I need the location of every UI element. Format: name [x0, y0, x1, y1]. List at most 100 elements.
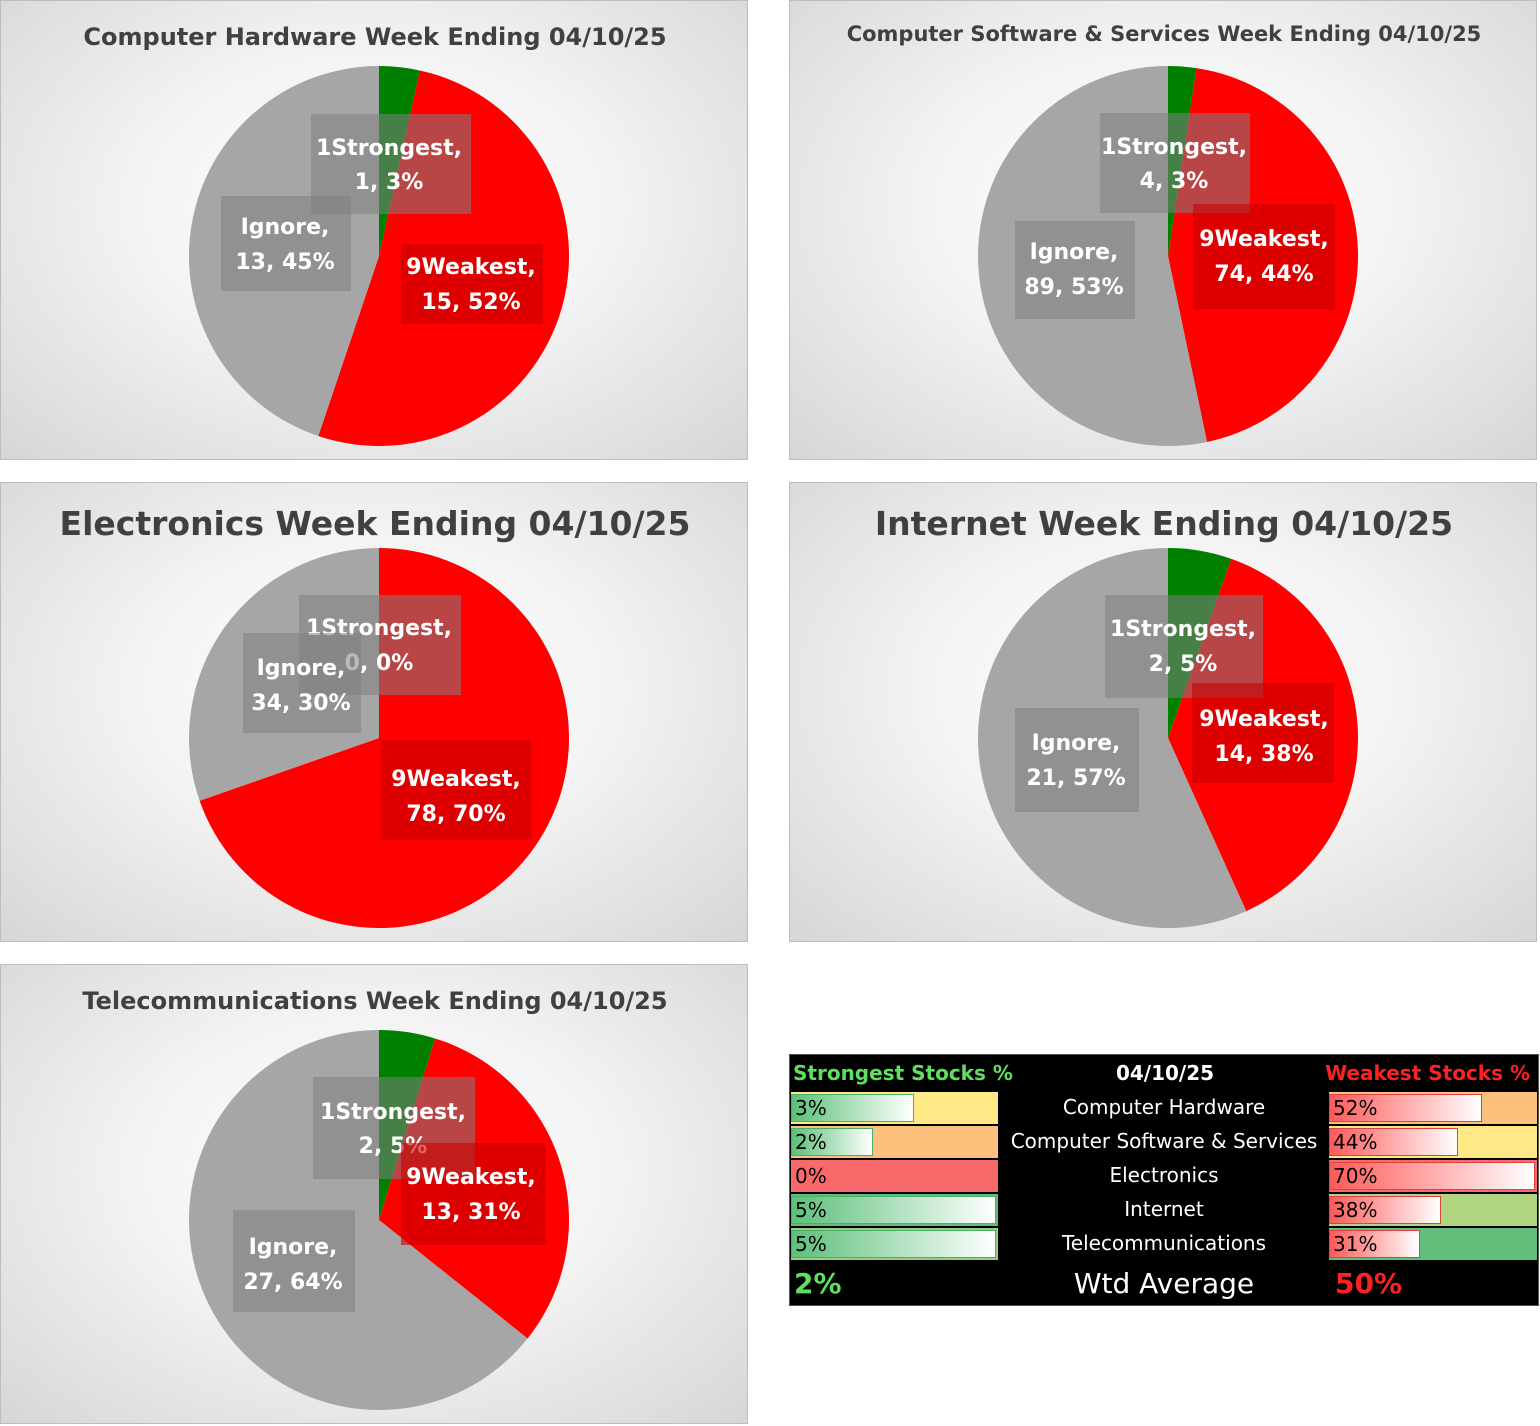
summary-average-row: 2% Wtd Average 50% — [790, 1265, 1538, 1305]
label-weakest-line1: 9Weakest, — [406, 255, 536, 280]
label-ignore-line2: 13, 45% — [235, 250, 334, 275]
weak-bar — [1329, 1094, 1482, 1122]
data-label-ignore: Ignore, 27, 64% — [233, 1210, 355, 1312]
label-strongest-line1: 1Strongest, — [316, 136, 462, 161]
strong-bar — [791, 1094, 914, 1122]
label-ignore-line1: Ignore, — [257, 656, 346, 681]
label-ignore-line1: Ignore, — [241, 215, 330, 240]
label-weakest-line1: 9Weakest, — [391, 767, 521, 792]
label-strongest-line2: 2, 5% — [1149, 652, 1218, 677]
strong-pct: 2% — [795, 1130, 827, 1154]
strong-pct: 5% — [795, 1232, 827, 1256]
label-weakest-line2: 13, 31% — [421, 1200, 520, 1225]
weak-cell: 44% — [1329, 1126, 1537, 1158]
weak-pct: 52% — [1333, 1096, 1378, 1120]
chart-panel-computer-software: Computer Software & Services Week Ending… — [789, 0, 1537, 460]
pie-chart-electronics: Electronics Week Ending 04/10/25 1Strong… — [60, 504, 691, 928]
chart-panel-computer-hardware: Computer Hardware Week Ending 04/10/25 1… — [0, 0, 748, 460]
summary-table: Strongest Stocks % 04/10/25 Weakest Stoc… — [789, 1054, 1539, 1306]
chart-title: Internet Week Ending 04/10/25 — [875, 504, 1453, 543]
avg-weak: 50% — [1335, 1267, 1403, 1300]
weak-pct: 44% — [1333, 1130, 1378, 1154]
weak-cell: 52% — [1329, 1092, 1537, 1124]
label-ignore-line2: 34, 30% — [251, 691, 350, 716]
strong-pct: 0% — [795, 1164, 827, 1188]
chart-title: Computer Software & Services Week Ending… — [847, 22, 1482, 46]
weak-bar — [1329, 1230, 1420, 1258]
label-ignore-line2: 89, 53% — [1024, 275, 1123, 300]
chart-title: Telecommunications Week Ending 04/10/25 — [82, 987, 667, 1015]
header-weakest: Weakest Stocks % — [1325, 1061, 1530, 1085]
weak-pct: 31% — [1333, 1232, 1378, 1256]
chart-title: Computer Hardware Week Ending 04/10/25 — [83, 23, 666, 51]
label-strongest-line2: 4, 3% — [1140, 169, 1209, 194]
weak-pct: 70% — [1333, 1164, 1378, 1188]
row-name: Electronics — [1109, 1163, 1219, 1187]
table-row: 3% Computer Hardware 52% — [790, 1091, 1538, 1125]
label-ignore-line1: Ignore, — [249, 1235, 338, 1260]
strong-bar — [791, 1128, 873, 1156]
weak-cell: 70% — [1329, 1160, 1537, 1192]
label-weakest-line1: 9Weakest, — [1199, 707, 1329, 732]
data-label-strongest: 1Strongest, 4, 3% — [1100, 113, 1250, 213]
pie-chart-computer-hardware: Computer Hardware Week Ending 04/10/25 1… — [83, 23, 667, 447]
strong-bar — [791, 1230, 996, 1258]
row-name: Computer Software & Services — [1010, 1129, 1318, 1153]
label-strongest-line1: 1Strongest, — [1110, 617, 1256, 642]
row-name: Internet — [1124, 1197, 1204, 1221]
data-label-ignore: Ignore, 34, 30% — [243, 633, 361, 733]
table-row: 5% Telecommunications 31% — [790, 1227, 1538, 1261]
data-label-strongest: 1Strongest, 2, 5% — [1105, 595, 1263, 698]
pie-slice-ignore — [188, 1030, 528, 1410]
chart-panel-telecommunications: Telecommunications Week Ending 04/10/25 … — [0, 964, 748, 1424]
strong-cell: 3% — [791, 1092, 998, 1124]
label-weakest-line1: 9Weakest, — [406, 1165, 536, 1190]
data-label-ignore: Ignore, 13, 45% — [221, 196, 351, 291]
strong-pct: 3% — [795, 1096, 827, 1120]
pie-chart-telecommunications: Telecommunications Week Ending 04/10/25 … — [82, 987, 668, 1410]
label-ignore-line2: 21, 57% — [1026, 766, 1125, 791]
label-strongest-line2: 1, 3% — [355, 170, 424, 195]
chart-title: Electronics Week Ending 04/10/25 — [60, 504, 691, 543]
data-label-ignore: Ignore, 89, 53% — [1015, 221, 1135, 319]
weak-bar — [1329, 1128, 1458, 1156]
label-ignore-line2: 27, 64% — [243, 1270, 342, 1295]
avg-strong: 2% — [794, 1267, 842, 1300]
chart-panel-internet: Internet Week Ending 04/10/25 1Strongest… — [789, 482, 1537, 942]
table-row: 5% Internet 38% — [790, 1193, 1538, 1227]
strong-pct: 5% — [795, 1198, 827, 1222]
weak-bar — [1329, 1196, 1441, 1224]
strong-cell: 0% — [791, 1160, 998, 1192]
label-weakest-line2: 74, 44% — [1214, 262, 1313, 287]
label-weakest-line2: 78, 70% — [406, 802, 505, 827]
label-ignore-line1: Ignore, — [1032, 731, 1121, 756]
label-weakest-line1: 9Weakest, — [1199, 227, 1329, 252]
weak-bar — [1329, 1162, 1535, 1190]
weak-pct: 38% — [1333, 1198, 1378, 1222]
header-strongest: Strongest Stocks % — [793, 1061, 1013, 1085]
data-label-weakest: 9Weakest, 74, 44% — [1193, 204, 1335, 309]
data-label-weakest: 9Weakest, 13, 31% — [401, 1143, 546, 1245]
strong-bar — [791, 1196, 996, 1224]
table-row: 0% Electronics 70% — [790, 1159, 1538, 1193]
label-strongest-line1: 1Strongest, — [1101, 135, 1247, 160]
strong-cell: 2% — [791, 1126, 998, 1158]
avg-label: Wtd Average — [1073, 1267, 1255, 1300]
label-strongest-line1: 1Strongest, — [320, 1100, 466, 1125]
pie-chart-computer-software: Computer Software & Services Week Ending… — [847, 22, 1482, 446]
weak-cell: 38% — [1329, 1194, 1537, 1226]
data-label-weakest: 9Weakest, 14, 38% — [1192, 683, 1334, 783]
row-name: Telecommunications — [1061, 1231, 1267, 1255]
data-label-ignore: Ignore, 21, 57% — [1015, 708, 1139, 812]
data-label-weakest: 9Weakest, 15, 52% — [401, 244, 543, 324]
weak-cell: 31% — [1329, 1228, 1537, 1260]
header-date: 04/10/25 — [1115, 1061, 1215, 1085]
data-label-weakest: 9Weakest, 78, 70% — [381, 740, 531, 840]
label-weakest-line2: 14, 38% — [1214, 742, 1313, 767]
strong-cell: 5% — [791, 1228, 998, 1260]
label-weakest-line2: 15, 52% — [421, 290, 520, 315]
summary-header-row: Strongest Stocks % 04/10/25 Weakest Stoc… — [790, 1057, 1538, 1091]
row-name: Computer Hardware — [1062, 1095, 1266, 1119]
table-row: 2% Computer Software & Services 44% — [790, 1125, 1538, 1159]
strong-cell: 5% — [791, 1194, 998, 1226]
